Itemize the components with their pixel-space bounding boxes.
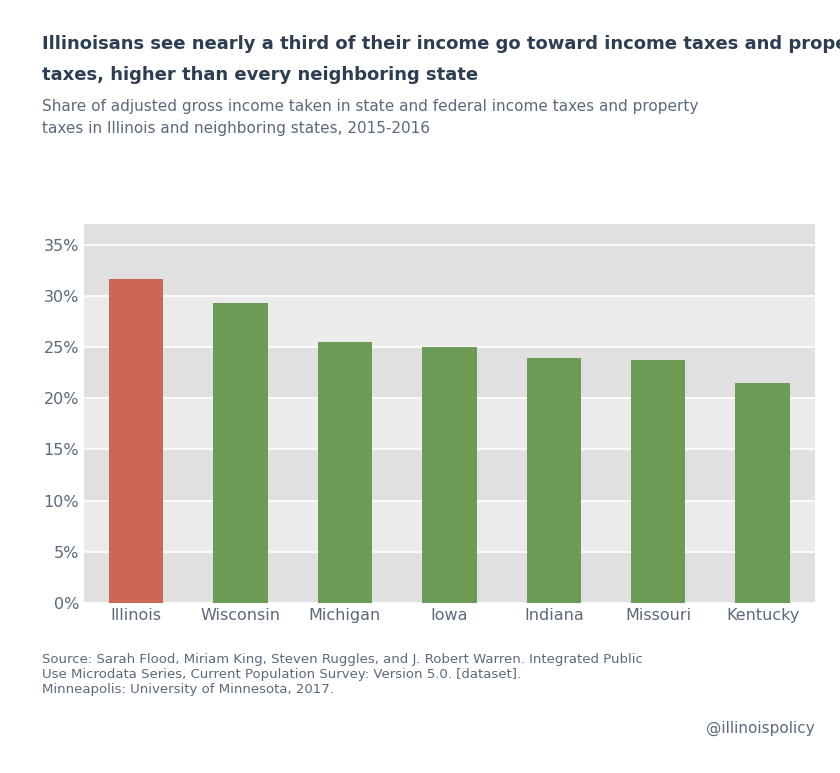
Bar xyxy=(84,449,815,501)
Bar xyxy=(527,358,581,603)
Text: taxes in Illinois and neighboring states, 2015-2016: taxes in Illinois and neighboring states… xyxy=(42,121,430,136)
Bar xyxy=(631,360,685,603)
Bar xyxy=(109,280,163,603)
Bar xyxy=(318,342,372,603)
Bar xyxy=(84,398,815,449)
Bar xyxy=(213,303,268,603)
Bar xyxy=(84,244,815,296)
Text: Share of adjusted gross income taken in state and federal income taxes and prope: Share of adjusted gross income taken in … xyxy=(42,99,698,114)
Text: taxes, higher than every neighboring state: taxes, higher than every neighboring sta… xyxy=(42,66,478,83)
Text: Illinoisans see nearly a third of their income go toward income taxes and proper: Illinoisans see nearly a third of their … xyxy=(42,35,840,53)
Bar xyxy=(84,296,815,347)
Text: Source: Sarah Flood, Miriam King, Steven Ruggles, and J. Robert Warren. Integrat: Source: Sarah Flood, Miriam King, Steven… xyxy=(42,653,643,696)
Text: @illinoispolicy: @illinoispolicy xyxy=(706,720,815,736)
Bar xyxy=(84,501,815,552)
Bar xyxy=(84,552,815,603)
Bar xyxy=(423,347,476,603)
Bar xyxy=(84,347,815,398)
Bar xyxy=(736,383,790,603)
